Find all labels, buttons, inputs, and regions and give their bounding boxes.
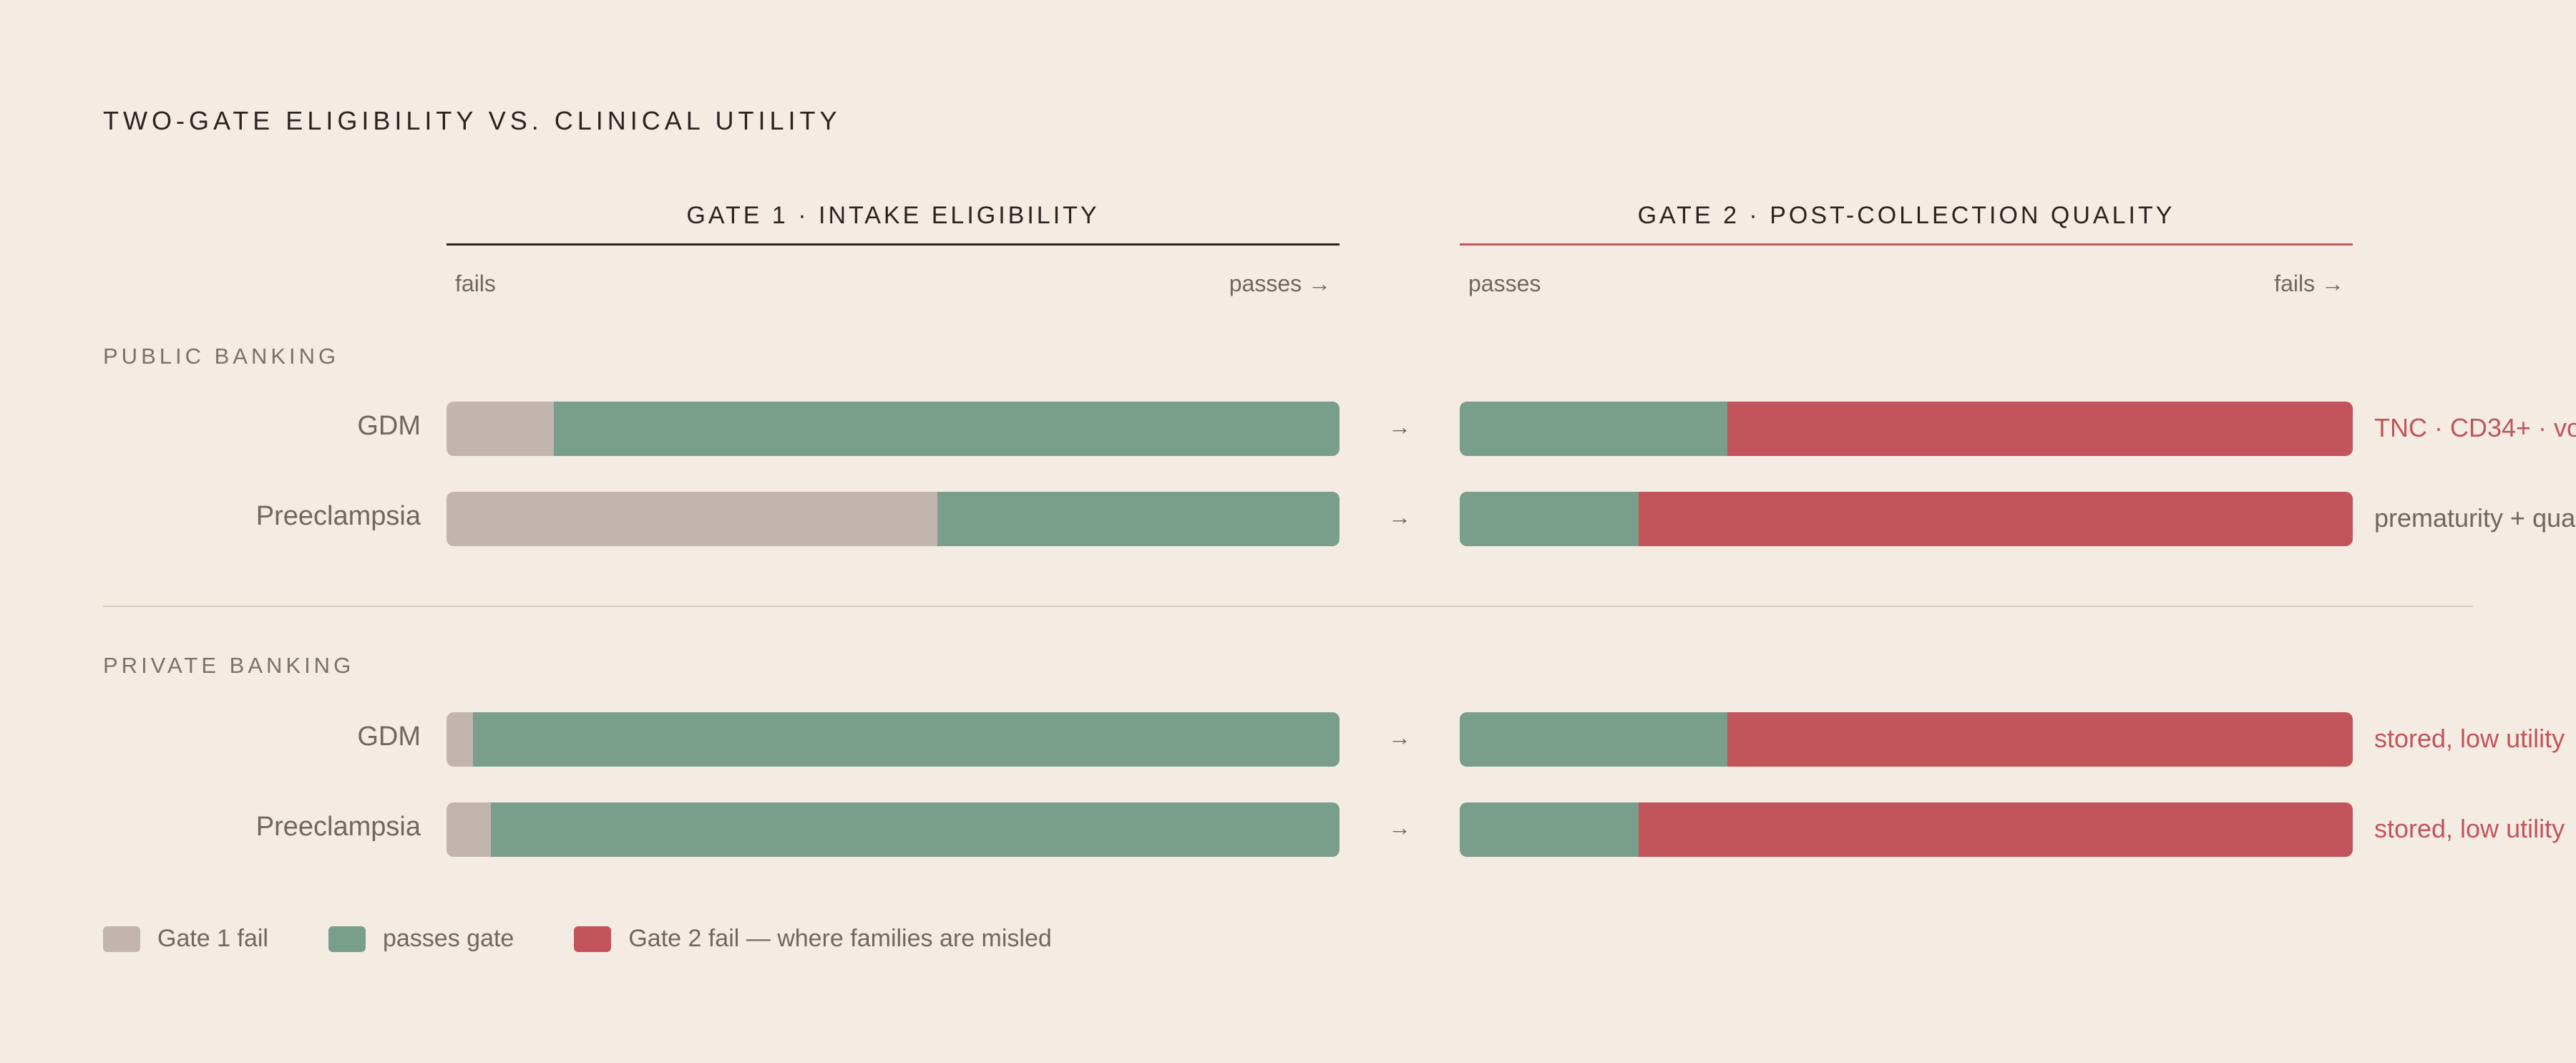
- legend-swatch-gate1-fail: [103, 926, 140, 952]
- gate2-pass-segment: [1460, 492, 1639, 546]
- note-public-preeclampsia: prematurity + qua: [2374, 503, 2576, 533]
- gate1-pass-segment: [937, 492, 1340, 546]
- gate2-passes-label: passes: [1468, 271, 1541, 296]
- gate1-bar-public-preeclampsia: [447, 492, 1340, 546]
- gate2-pass-segment: [1460, 402, 1728, 456]
- gate1-fails-label: fails: [455, 271, 496, 296]
- arrow-icon: →: [1388, 815, 1411, 840]
- note-private-preeclampsia: stored, low utility: [2374, 814, 2565, 843]
- section-label-private: PRIVATE BANKING: [103, 653, 355, 678]
- gate1-fail-segment: [447, 492, 938, 546]
- gate2-bar-public-gdm: [1460, 402, 2353, 456]
- gate2-fail-segment: [1638, 802, 2353, 857]
- gate2-pass-segment: [1460, 712, 1728, 767]
- gate2-fail-segment: [1727, 712, 2353, 767]
- gate1-rule: [447, 243, 1340, 246]
- gate1-bar-private-gdm: [447, 712, 1340, 767]
- gate1-pass-segment: [473, 712, 1340, 767]
- arrow-icon: →: [1388, 504, 1411, 530]
- gate2-pass-segment: [1460, 802, 1639, 857]
- gate1-header: GATE 1 · INTAKE ELIGIBILITY: [686, 202, 1100, 229]
- gate2-bar-private-gdm: [1460, 712, 2353, 767]
- gate2-fail-segment: [1727, 402, 2353, 456]
- legend-item-gate2-fail: Gate 2 fail — where families are misled: [574, 925, 1052, 953]
- legend-label-gate2-fail: Gate 2 fail — where families are misled: [628, 925, 1052, 952]
- row-label-public-gdm: GDM: [357, 411, 421, 441]
- gate2-header: GATE 2 · POST-COLLECTION QUALITY: [1637, 202, 2175, 229]
- legend-item-gate1-fail: Gate 1 fail: [103, 925, 268, 953]
- gate2-fails-label: fails →: [2274, 271, 2344, 296]
- row-label-private-preeclampsia: Preeclampsia: [255, 812, 421, 842]
- row-label-public-preeclampsia: Preeclampsia: [255, 501, 421, 531]
- legend-label-gate1-fail: Gate 1 fail: [157, 925, 268, 952]
- legend-swatch-gate2-fail: [574, 926, 612, 952]
- gate2-bar-public-preeclampsia: [1460, 492, 2353, 546]
- gate2-rule: [1460, 243, 2353, 246]
- section-divider: [103, 606, 2473, 607]
- gate2-fail-segment: [1638, 492, 2353, 546]
- gate2-bar-private-preeclampsia: [1460, 802, 2353, 857]
- legend-swatch-passes: [328, 926, 366, 952]
- gate1-fail-segment: [447, 712, 474, 767]
- note-private-gdm: stored, low utility: [2374, 724, 2565, 753]
- gate1-fail-segment: [447, 402, 554, 456]
- gate1-pass-segment: [553, 402, 1340, 456]
- chart-title: TWO-GATE ELIGIBILITY VS. CLINICAL UTILIT…: [103, 106, 841, 135]
- section-label-public: PUBLIC BANKING: [103, 344, 340, 369]
- legend: Gate 1 fail passes gate Gate 2 fail — wh…: [103, 925, 1112, 953]
- row-label-private-gdm: GDM: [357, 722, 421, 752]
- legend-item-passes: passes gate: [328, 925, 514, 953]
- gate1-bar-private-preeclampsia: [447, 802, 1340, 857]
- gate1-passes-label: passes →: [1229, 271, 1331, 296]
- arrow-icon: →: [1388, 724, 1411, 750]
- gate1-pass-segment: [491, 802, 1340, 857]
- gate1-fail-segment: [447, 802, 492, 857]
- note-public-gdm: TNC · CD34+ · vo: [2374, 413, 2576, 442]
- arrow-icon: →: [1388, 414, 1411, 440]
- gate1-bar-public-gdm: [447, 402, 1340, 456]
- legend-label-passes: passes gate: [382, 925, 514, 952]
